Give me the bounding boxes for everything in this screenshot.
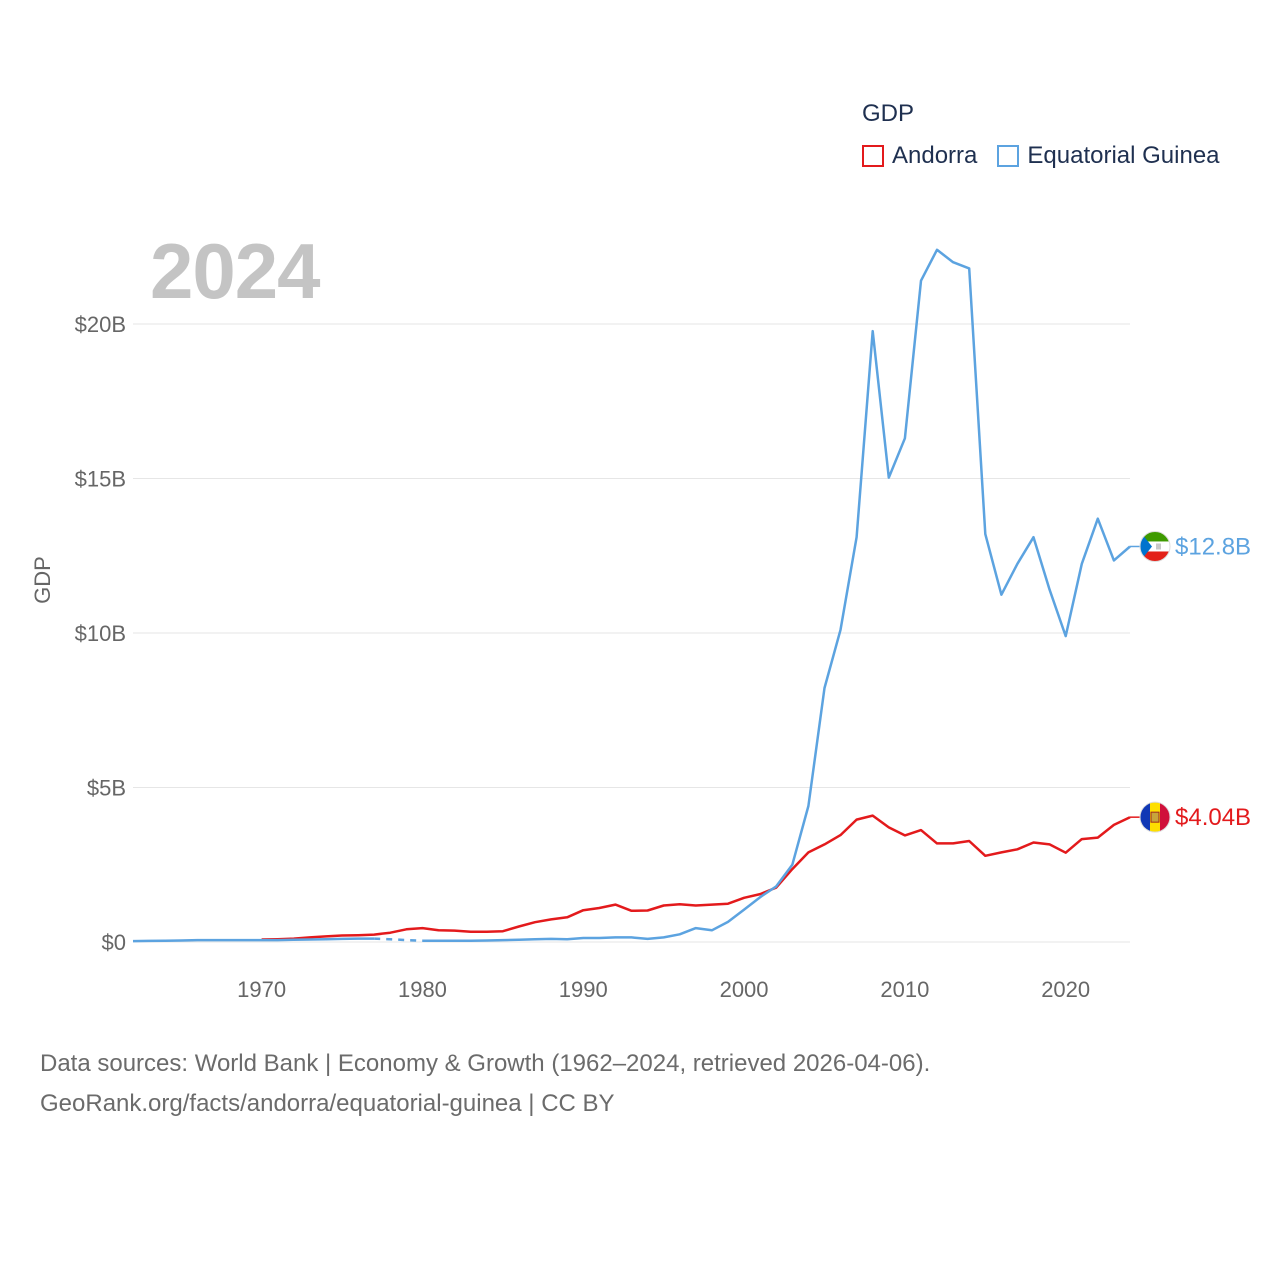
legend-swatch-equatorial-guinea [997,145,1020,167]
equatorial-guinea-flag-icon [1139,530,1171,562]
line-andorra [261,814,1131,941]
legend-title: GDP [862,100,915,127]
andorra-flag-icon [1139,801,1171,833]
gap-line-equatorial-guinea [374,937,423,943]
x-tick-label: 1980 [398,977,447,1002]
y-axis-ticks: $0 $5B $10B $15B $20B [75,312,126,955]
x-tick-label: 1990 [559,977,608,1002]
legend-item-andorra[interactable]: Andorra [862,142,977,170]
x-tick-label: 2000 [720,977,769,1002]
x-tick-label: 1970 [237,977,286,1002]
source-line-1: Data sources: World Bank | Economy & Gro… [40,1050,931,1077]
y-tick-label: $20B [75,312,126,337]
source-note: Data sources: World Bank | Economy & Gro… [40,1044,930,1124]
end-label-andorra: $4.04B [1175,804,1251,831]
legend: Andorra Equatorial Guinea [862,142,1240,170]
end-label-equatorial-guinea: $12.8B [1175,533,1251,560]
legend-swatch-andorra [862,145,884,167]
series-lines [132,248,1131,943]
y-tick-label: $15B [75,467,126,492]
x-axis-ticks: 1970 1980 1990 2000 2010 2020 [237,977,1090,1002]
y-tick-label: $10B [75,621,126,646]
source-line-2[interactable]: GeoRank.org/facts/andorra/equatorial-gui… [40,1090,615,1117]
x-tick-label: 2010 [880,977,929,1002]
end-markers: $4.04B $12.8B [1130,530,1251,833]
legend-item-equatorial-guinea[interactable]: Equatorial Guinea [997,142,1220,170]
line-equatorial-guinea [132,937,375,943]
legend-label-andorra: Andorra [892,142,978,169]
legend-label-equatorial-guinea: Equatorial Guinea [1027,142,1220,169]
y-tick-label: $5B [87,776,126,801]
x-tick-label: 2020 [1041,977,1090,1002]
grid-lines [133,323,1130,943]
year-label: 2024 [150,227,321,315]
y-tick-label: $0 [102,930,126,955]
line-equatorial-guinea [422,248,1131,943]
y-axis-label: GDP [30,556,55,604]
